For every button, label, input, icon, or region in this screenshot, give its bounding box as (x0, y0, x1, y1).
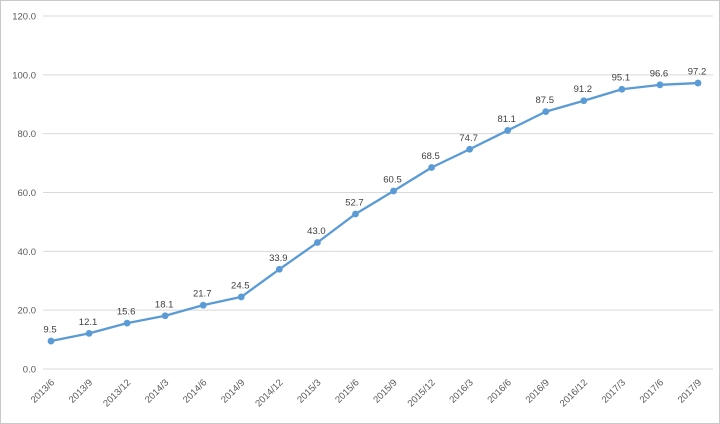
data-point-marker (275, 265, 283, 273)
data-point-label: 87.5 (536, 95, 555, 106)
x-tick-label: 2013/9 (67, 377, 95, 405)
x-tick-label: 2013/6 (29, 377, 57, 405)
data-point-label: 60.5 (383, 175, 402, 186)
data-point-label: 43.0 (307, 226, 326, 237)
data-point-label: 96.6 (650, 68, 669, 79)
y-tick-label: 20.0 (18, 306, 37, 317)
data-point-label: 12.1 (79, 317, 98, 328)
y-tick-label: 100.0 (12, 70, 36, 81)
x-tick-label: 2014/3 (143, 377, 171, 405)
x-tick-label: 2015/3 (295, 377, 323, 405)
x-tick-label: 2017/9 (676, 377, 704, 405)
y-tick-label: 0.0 (23, 365, 36, 376)
x-tick-label: 2014/6 (181, 377, 209, 405)
x-tick-label: 2014/12 (253, 377, 285, 409)
data-point-label: 21.7 (193, 289, 212, 300)
data-point-label: 91.2 (574, 84, 593, 95)
x-tick-label: 2016/9 (524, 377, 552, 405)
data-point-marker (85, 330, 93, 337)
x-tick-label: 2015/9 (371, 377, 399, 405)
data-point-label: 52.7 (345, 197, 364, 208)
x-tick-label: 2017/3 (600, 377, 628, 405)
data-point-label: 68.5 (421, 151, 440, 162)
x-tick-label: 2013/12 (101, 377, 133, 409)
data-point-marker (466, 145, 474, 153)
data-point-label: 95.1 (612, 73, 631, 84)
data-point-marker (199, 301, 207, 309)
y-tick-label: 60.0 (18, 188, 37, 199)
x-tick-label: 2016/3 (447, 377, 475, 405)
data-point-marker (656, 81, 664, 89)
x-tick-label: 2016/12 (558, 377, 590, 409)
series-line (49, 81, 700, 343)
y-tick-label: 120.0 (12, 12, 36, 23)
data-point-marker (428, 164, 435, 171)
data-point-label: 33.9 (269, 253, 288, 264)
data-point-label: 74.7 (459, 133, 478, 144)
y-tick-label: 40.0 (18, 247, 37, 258)
data-point-marker (47, 337, 55, 345)
data-point-marker (580, 97, 588, 105)
data-point-label: 97.2 (688, 67, 707, 78)
data-point-label: 18.1 (155, 299, 174, 310)
data-point-marker (161, 312, 169, 320)
data-point-label: 81.1 (497, 114, 516, 125)
data-point-marker (542, 108, 550, 116)
data-point-marker (618, 85, 626, 93)
x-tick-label: 2014/9 (219, 377, 247, 405)
x-tick-label: 2017/6 (638, 377, 666, 405)
data-point-marker (694, 79, 702, 87)
x-tick-label: 2016/6 (485, 377, 513, 405)
data-point-label: 24.5 (231, 280, 250, 291)
data-point-marker (352, 210, 359, 218)
data-point-marker (504, 127, 512, 134)
data-point-label: 9.5 (43, 325, 56, 336)
x-tick-label: 2015/6 (333, 377, 361, 405)
data-point-marker (314, 239, 321, 246)
x-tick-label: 2015/12 (406, 377, 438, 409)
data-point-label: 15.6 (117, 307, 136, 318)
data-point-marker (237, 293, 245, 301)
y-tick-label: 80.0 (18, 129, 37, 140)
data-point-marker (390, 187, 397, 195)
data-point-marker (123, 319, 131, 327)
